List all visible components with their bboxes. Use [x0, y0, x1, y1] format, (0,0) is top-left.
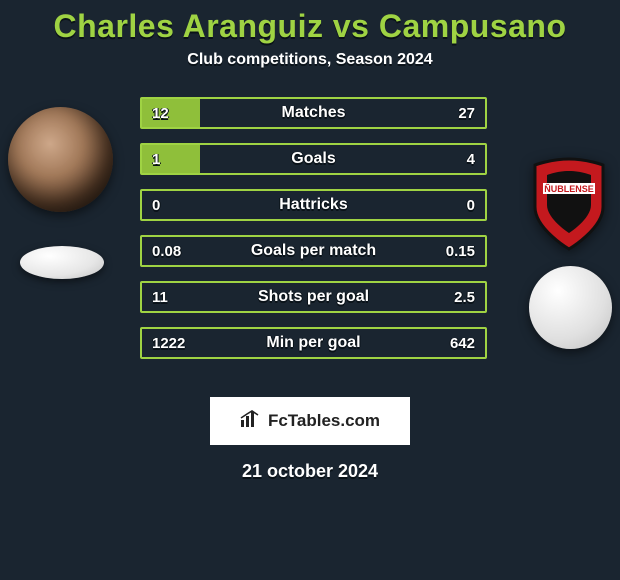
- stat-value-right: 4: [457, 145, 485, 173]
- brand-text: FcTables.com: [268, 411, 380, 431]
- stat-label: Shots per goal: [142, 283, 485, 311]
- player-right-avatar: [529, 266, 612, 349]
- stat-row: 11 2.5Shots per goal: [140, 281, 487, 313]
- stat-label: Goals per match: [142, 237, 485, 265]
- player-left-name: Charles Aranguiz: [54, 8, 324, 44]
- player-left-avatar: [8, 107, 113, 212]
- stat-value-left: 0.08: [142, 237, 191, 265]
- stat-fill-left: [142, 145, 200, 173]
- page-title: Charles Aranguiz vs Campusano: [0, 8, 620, 45]
- vs-label: vs: [333, 8, 370, 44]
- player-right-name: Campusano: [379, 8, 567, 44]
- stat-bars: 1227Matches 14Goals 0 0Hattricks 0.08 0.15Goa…: [140, 97, 487, 373]
- player-left-column: [8, 107, 113, 279]
- stat-fill-left: [142, 99, 200, 127]
- comparison-body: ÑUBLENSE 1227Matches 14Goals 0 0Hattricks 0.…: [0, 97, 620, 387]
- stat-value-right: 0: [457, 191, 485, 219]
- stat-value-left: 0: [142, 191, 170, 219]
- brand-chart-icon: [240, 410, 262, 433]
- stat-value-right: 0.15: [436, 237, 485, 265]
- stat-row: 1227Matches: [140, 97, 487, 129]
- stat-value-left: 1222: [142, 329, 195, 357]
- stat-label: Min per goal: [142, 329, 485, 357]
- stat-row: 1222 642Min per goal: [140, 327, 487, 359]
- date-label: 21 october 2024: [0, 461, 620, 482]
- stat-value-right: 642: [440, 329, 485, 357]
- stat-row: 14Goals: [140, 143, 487, 175]
- player-right-column: ÑUBLENSE: [529, 157, 612, 383]
- player-left-club-badge: [20, 246, 104, 279]
- stat-row: 0 0Hattricks: [140, 189, 487, 221]
- comparison-card: Charles Aranguiz vs Campusano Club compe…: [0, 0, 620, 482]
- player-right-club-crest: ÑUBLENSE: [529, 157, 609, 252]
- stat-value-right: 27: [448, 99, 485, 127]
- stat-label: Hattricks: [142, 191, 485, 219]
- crest-text: ÑUBLENSE: [544, 184, 594, 194]
- brand-badge: FcTables.com: [210, 397, 410, 445]
- subtitle: Club competitions, Season 2024: [0, 51, 620, 69]
- stat-value-left: 11: [142, 283, 178, 311]
- stat-value-right: 2.5: [444, 283, 485, 311]
- stat-row: 0.08 0.15Goals per match: [140, 235, 487, 267]
